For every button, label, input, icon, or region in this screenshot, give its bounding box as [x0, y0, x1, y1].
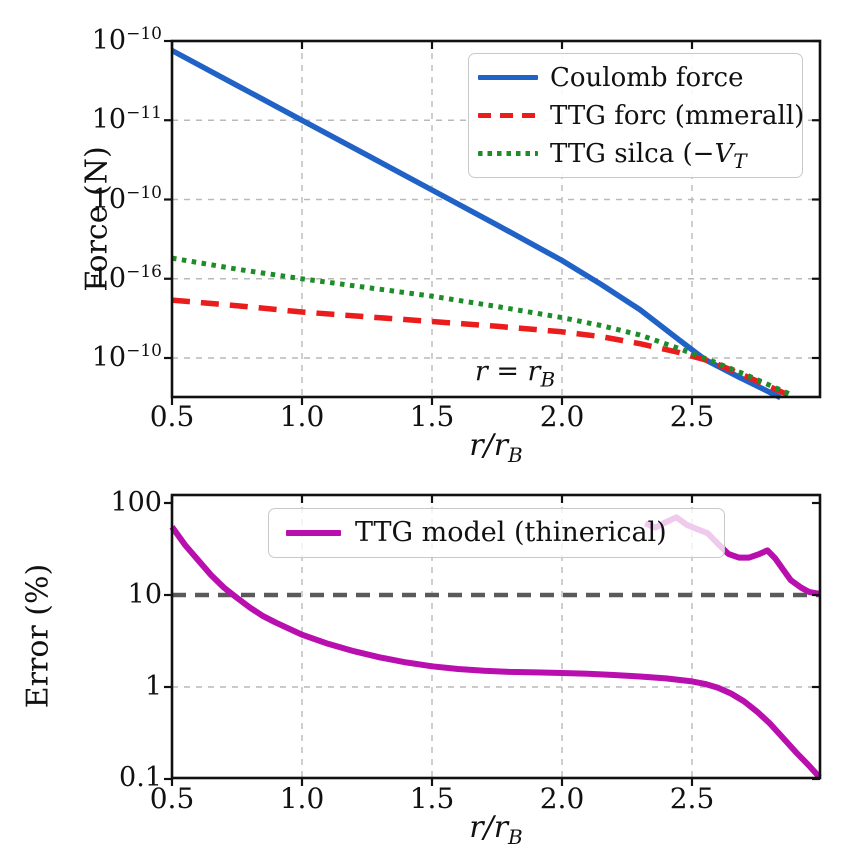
legend-sample-ttg-force [478, 113, 538, 119]
top-xtick-4: 2.5 [652, 402, 732, 432]
annotation-r-equals-rb: r = rB [475, 356, 555, 387]
bottom-xaxis-label: r/rB [469, 810, 523, 845]
bottom-xtick-4: 2.5 [652, 784, 732, 814]
bottom-xtick-3: 2.0 [522, 784, 602, 814]
figure-canvas: 10−10 10−11 10−10 10−16 10−10 0.5 1.0 1.… [0, 0, 863, 863]
error-curve [172, 527, 819, 777]
top-legend: Coulomb force TTG forc (mmerall) TTG sil… [468, 53, 803, 178]
force-axis-label: Force (N) [80, 146, 115, 291]
legend-label-ttg-model: TTG model (thinerical) [355, 514, 667, 552]
top-ytick-4: 10−10 [92, 343, 162, 373]
legend-sample-coulomb [478, 75, 538, 81]
legend-label-ttg-silca: TTG silca (−VT [550, 135, 747, 173]
legend-sample-ttg-model [286, 530, 341, 536]
top-xtick-0: 0.5 [132, 402, 212, 432]
top-xtick-3: 2.0 [522, 402, 602, 432]
bottom-xtick-2: 1.5 [392, 784, 472, 814]
legend-label-coulomb: Coulomb force [550, 59, 743, 97]
legend-row-ttg-force: TTG forc (mmerall) [478, 97, 802, 135]
error-axis-label: Error (%) [21, 564, 56, 708]
top-ytick-1: 10−11 [92, 105, 162, 135]
top-ytick-0: 10−10 [92, 26, 162, 56]
legend-sample-ttg-silca [478, 151, 538, 156]
top-xtick-1: 1.0 [262, 402, 342, 432]
bottom-ytick-1: 10 [128, 580, 162, 610]
bottom-legend: TTG model (thinerical) [268, 508, 725, 558]
legend-row-coulomb: Coulomb force [478, 59, 802, 97]
bottom-xtick-1: 1.0 [262, 784, 342, 814]
legend-row-ttg-silca: TTG silca (−VT [478, 135, 802, 173]
top-xtick-2: 1.5 [392, 402, 472, 432]
top-xaxis-label: r/rB [469, 428, 523, 463]
bottom-ytick-2: 1 [145, 672, 162, 702]
legend-row-ttg-model: TTG model (thinerical) [286, 514, 724, 552]
bottom-xtick-0: 0.5 [132, 784, 212, 814]
bottom-ytick-0: 100 [110, 488, 162, 518]
legend-label-ttg-force: TTG forc (mmerall) [550, 97, 804, 135]
